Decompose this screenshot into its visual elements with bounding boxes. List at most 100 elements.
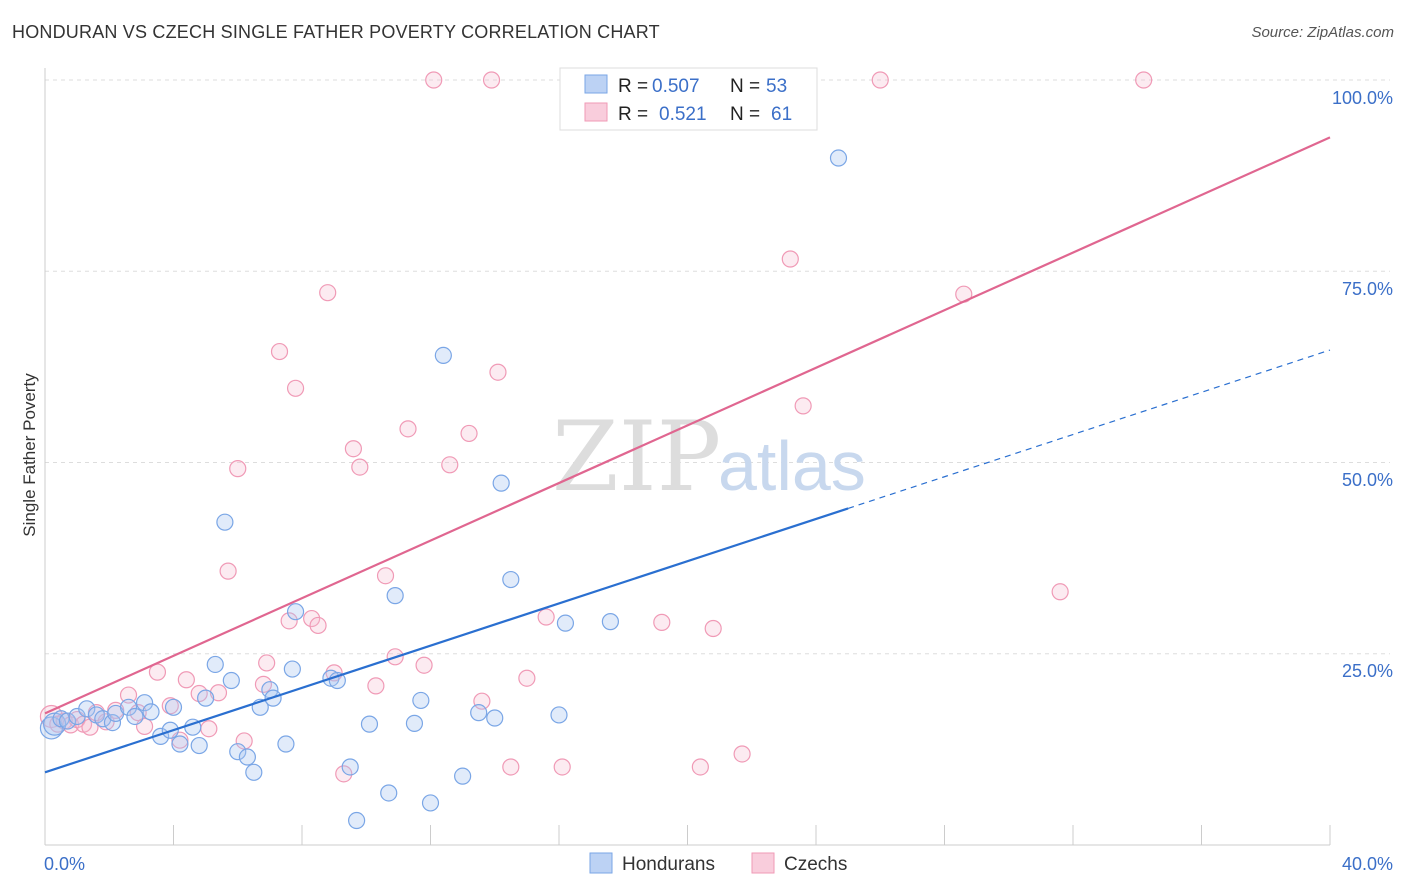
czechs-point <box>351 458 369 476</box>
y-axis-title: Single Father Poverty <box>20 373 39 537</box>
czechs-point <box>309 616 327 635</box>
czechs-point <box>119 686 138 704</box>
hondurans-trend-extension <box>847 349 1331 509</box>
czechs-point <box>553 758 571 776</box>
stats-legend-r-value-2: 0.521 <box>659 104 707 125</box>
czechs-point <box>286 379 305 397</box>
czechs-point <box>376 567 395 585</box>
y-tick-label-25: 25.0% <box>1342 661 1393 681</box>
trend-lines <box>44 136 1331 774</box>
hondurans-point <box>277 735 295 753</box>
czechs-point <box>209 684 228 702</box>
bottom-legend-czechs: Czechs <box>784 854 847 875</box>
hondurans-point <box>454 767 472 785</box>
chart-title: HONDURAN VS CZECH SINGLE FATHER POVERTY … <box>12 22 660 42</box>
czechs-point <box>691 758 709 776</box>
stats-legend-swatch-czechs <box>584 102 608 122</box>
czechs-point <box>1051 583 1069 601</box>
czechs-point <box>270 342 289 361</box>
stats-legend-r-value-1: 0.507 <box>652 76 700 97</box>
czechs-point <box>280 612 298 630</box>
czechs-point <box>177 671 195 689</box>
hondurans-point <box>119 698 138 716</box>
hondurans-point <box>222 671 240 690</box>
bottom-legend-hondurans: Hondurans <box>622 854 715 875</box>
hondurans-point <box>78 700 96 718</box>
czechs-point <box>653 613 671 631</box>
y-tick-label-100: 100.0% <box>1332 88 1393 108</box>
hondurans-point <box>502 570 520 589</box>
hondurans-point <box>601 613 620 631</box>
hondurans-point <box>58 712 77 730</box>
hondurans-point <box>492 474 510 492</box>
stats-legend-n-value-1: 53 <box>766 76 787 97</box>
czechs-point <box>219 562 237 580</box>
hondurans-point <box>142 703 160 721</box>
hondurans-point <box>434 346 452 364</box>
x-tick-label-max: 40.0% <box>1342 854 1393 874</box>
czechs-point <box>319 284 337 302</box>
hondurans-point <box>197 689 215 707</box>
source-label: Source: ZipAtlas.com <box>1251 24 1394 41</box>
y-tick-labels: 100.0% 75.0% 50.0% 25.0% <box>1332 88 1393 681</box>
bottom-legend-swatch-hondurans <box>589 852 613 874</box>
watermark-atlas: atlas <box>718 427 866 505</box>
hondurans-point <box>421 794 440 812</box>
czechs-point <box>425 71 443 89</box>
czechs-point <box>482 71 501 89</box>
hondurans-point <box>405 714 424 732</box>
hondurans-point <box>206 655 224 674</box>
czechs-point <box>441 456 459 474</box>
czechs-point <box>537 608 555 626</box>
czechs-point <box>489 363 507 381</box>
hondurans-point <box>380 784 398 802</box>
hondurans-point <box>470 704 488 722</box>
y-tick-label-50: 50.0% <box>1342 470 1393 490</box>
bottom-legend-swatch-czechs <box>751 852 775 874</box>
czechs-point <box>704 619 722 638</box>
hondurans-point <box>126 707 144 726</box>
czechs-point <box>335 765 353 783</box>
hondurans-point <box>171 735 189 753</box>
hondurans-point <box>135 694 154 712</box>
y-tick-label-75: 75.0% <box>1342 279 1393 299</box>
hondurans-point <box>412 691 430 710</box>
czechs-trend-line <box>44 136 1331 715</box>
stats-legend-swatch-hondurans <box>584 74 608 94</box>
hondurans-point <box>556 614 575 632</box>
czechs-point <box>460 424 478 443</box>
czechs-point <box>1135 71 1153 89</box>
hondurans-point <box>229 743 247 761</box>
stats-legend-n-value-2: 61 <box>771 104 792 125</box>
czechs-point <box>344 440 362 458</box>
czechs-point <box>871 71 889 89</box>
stats-legend: R = 0.507 N = 53 R = 0.521 N = 61 <box>559 67 818 131</box>
x-ticks <box>44 825 1331 845</box>
hondurans-point <box>386 587 404 605</box>
czechs-point <box>258 654 276 672</box>
stats-legend-n-label-2: N = <box>730 104 760 125</box>
grid-lines <box>45 79 1390 655</box>
hondurans-point <box>360 715 379 733</box>
watermark-zip: ZIP <box>552 401 721 513</box>
hondurans-point <box>238 748 256 766</box>
hondurans-trend-line <box>44 507 849 774</box>
bottom-legend: Hondurans Czechs <box>589 852 847 875</box>
hondurans-point <box>245 763 263 781</box>
hondurans-point <box>486 709 504 727</box>
hondurans-point <box>283 660 301 678</box>
x-tick-label-min: 0.0% <box>44 854 85 874</box>
hondurans-point <box>103 713 122 732</box>
hondurans-points <box>39 149 848 830</box>
czechs-point <box>200 720 218 738</box>
czechs-points <box>39 71 1153 783</box>
stats-legend-r-label-1: R = <box>618 76 648 97</box>
hondurans-point <box>164 698 183 716</box>
hondurans-point <box>341 758 359 776</box>
czechs-point <box>781 250 799 268</box>
czechs-point <box>367 677 385 695</box>
czechs-point <box>794 397 812 415</box>
hondurans-point <box>829 149 848 167</box>
czechs-point <box>502 758 520 776</box>
